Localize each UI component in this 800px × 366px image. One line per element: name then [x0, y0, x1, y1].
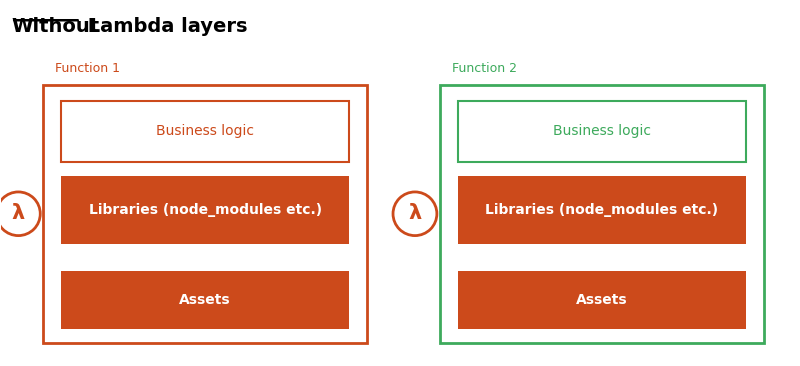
- Text: Assets: Assets: [576, 293, 628, 307]
- Text: Without: Without: [11, 17, 99, 36]
- FancyBboxPatch shape: [440, 85, 764, 343]
- Circle shape: [0, 192, 40, 236]
- Circle shape: [393, 192, 437, 236]
- Text: Business logic: Business logic: [553, 124, 650, 138]
- FancyBboxPatch shape: [43, 85, 367, 343]
- FancyBboxPatch shape: [458, 176, 746, 243]
- Text: Function 1: Function 1: [55, 62, 120, 75]
- Text: Lambda layers: Lambda layers: [81, 17, 248, 36]
- Text: λ: λ: [408, 203, 422, 223]
- Text: Libraries (node_modules etc.): Libraries (node_modules etc.): [486, 203, 718, 217]
- Text: Business logic: Business logic: [156, 124, 254, 138]
- Text: Assets: Assets: [179, 293, 231, 307]
- Text: Libraries (node_modules etc.): Libraries (node_modules etc.): [89, 203, 322, 217]
- Text: Function 2: Function 2: [452, 62, 517, 75]
- Text: λ: λ: [12, 203, 25, 223]
- FancyBboxPatch shape: [61, 176, 349, 243]
- FancyBboxPatch shape: [458, 101, 746, 162]
- FancyBboxPatch shape: [61, 101, 349, 162]
- FancyBboxPatch shape: [458, 271, 746, 329]
- FancyBboxPatch shape: [61, 271, 349, 329]
